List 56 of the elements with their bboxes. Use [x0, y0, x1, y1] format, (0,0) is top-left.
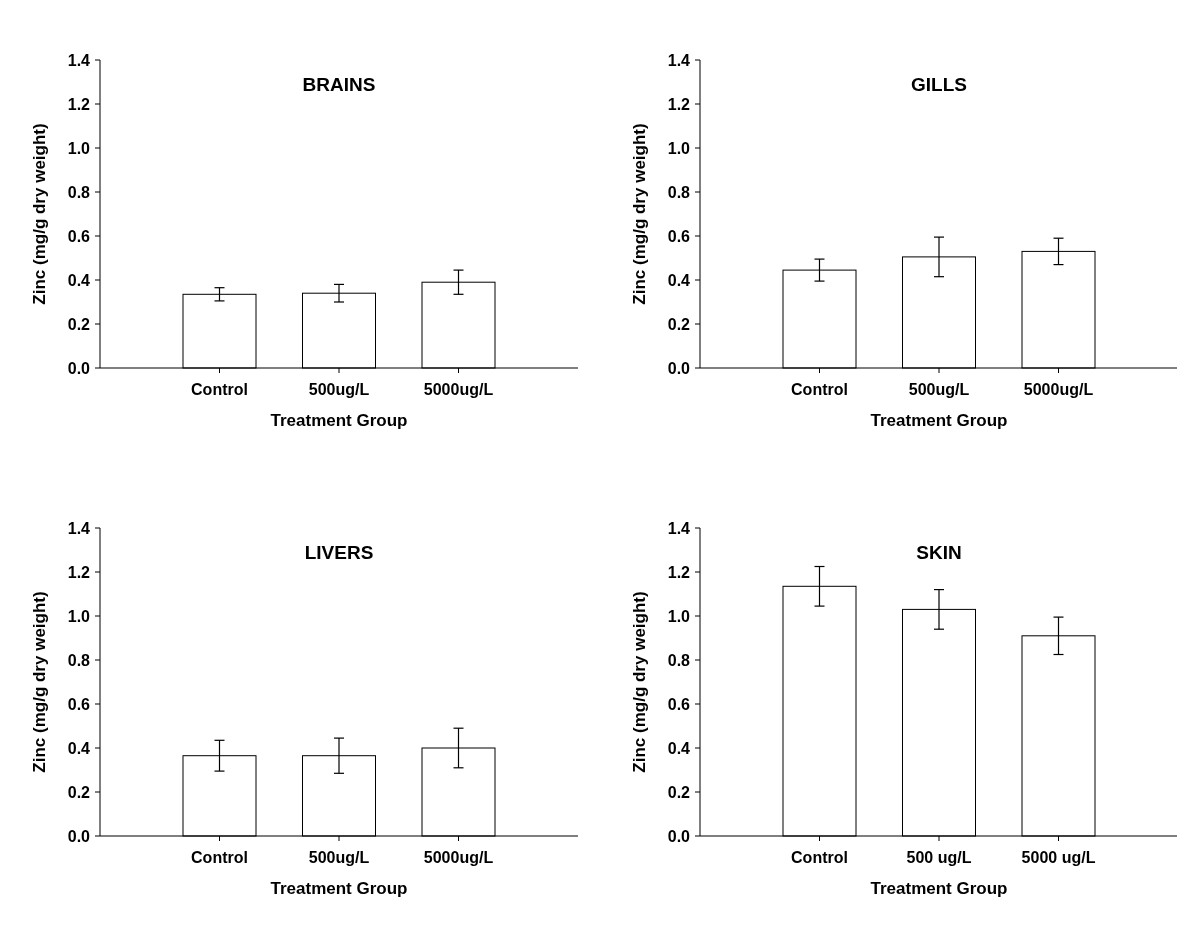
y-tick-label: 1.0	[67, 139, 91, 157]
y-tick-label: 1.0	[67, 607, 91, 625]
y-tick-label: 0.0	[667, 359, 691, 377]
y-tick-label: 0.4	[667, 271, 691, 289]
x-tick-label: 5000ug/L	[423, 849, 494, 866]
x-tick-label: Control	[191, 381, 248, 398]
x-tick-label: 5000ug/L	[423, 381, 494, 398]
y-tick-label: 1.4	[67, 51, 91, 69]
x-tick-label: Control	[791, 381, 848, 398]
y-tick-label: 0.2	[67, 783, 91, 801]
x-tick-label: Control	[791, 849, 848, 866]
x-tick-label: 500ug/L	[308, 849, 370, 866]
y-tick-label: 1.4	[67, 519, 91, 537]
y-tick-label: 1.2	[67, 563, 91, 581]
text: SKIN	[916, 542, 962, 563]
y-tick-label: 1.4	[667, 51, 691, 69]
y-axis-title: Zinc (mg/g dry weight)	[630, 123, 649, 305]
x-tick-label: Control	[191, 849, 248, 866]
y-tick-label: 0.8	[667, 651, 691, 669]
y-tick-label: 0.8	[67, 183, 91, 201]
x-axis-title: Treatment Group	[870, 411, 1008, 430]
x-tick-label: 5000ug/L	[1023, 381, 1094, 398]
y-tick-label: 0.2	[667, 315, 691, 333]
text: LIVERS	[304, 542, 374, 563]
x-tick-label: 5000 ug/L	[1021, 849, 1096, 866]
y-tick-label: 0.4	[67, 271, 91, 289]
y-tick-label: 1.2	[667, 563, 691, 581]
y-tick-label: 0.6	[667, 695, 691, 713]
text: GILLS	[911, 74, 967, 95]
y-tick-label: 1.2	[667, 95, 691, 113]
y-axis-title: Zinc (mg/g dry weight)	[630, 591, 649, 773]
x-tick-label: 500ug/L	[908, 381, 970, 398]
y-axis-title: Zinc (mg/g dry weight)	[30, 123, 49, 305]
y-tick-label: 0.0	[67, 827, 91, 845]
x-axis-title: Treatment Group	[270, 879, 408, 898]
y-tick-label: 0.8	[67, 651, 91, 669]
y-tick-label: 0.4	[667, 739, 691, 757]
x-axis-title: Treatment Group	[870, 879, 1008, 898]
y-tick-label: 1.2	[67, 95, 91, 113]
text: BRAINS	[302, 74, 376, 95]
y-tick-label: 0.2	[67, 315, 91, 333]
y-tick-label: 0.6	[67, 227, 91, 245]
y-tick-label: 1.4	[667, 519, 691, 537]
y-tick-label: 0.0	[667, 827, 691, 845]
y-tick-label: 0.6	[667, 227, 691, 245]
x-tick-label: 500 ug/L	[906, 849, 972, 866]
y-tick-label: 1.0	[667, 607, 691, 625]
x-axis-title: Treatment Group	[270, 411, 408, 430]
y-tick-label: 0.2	[667, 783, 691, 801]
x-tick-label: 500ug/L	[308, 381, 370, 398]
y-tick-label: 1.0	[667, 139, 691, 157]
y-tick-label: 0.0	[67, 359, 91, 377]
y-tick-label: 0.6	[67, 695, 91, 713]
y-axis-title: Zinc (mg/g dry weight)	[30, 591, 49, 773]
y-tick-label: 0.4	[67, 739, 91, 757]
y-tick-label: 0.8	[667, 183, 691, 201]
